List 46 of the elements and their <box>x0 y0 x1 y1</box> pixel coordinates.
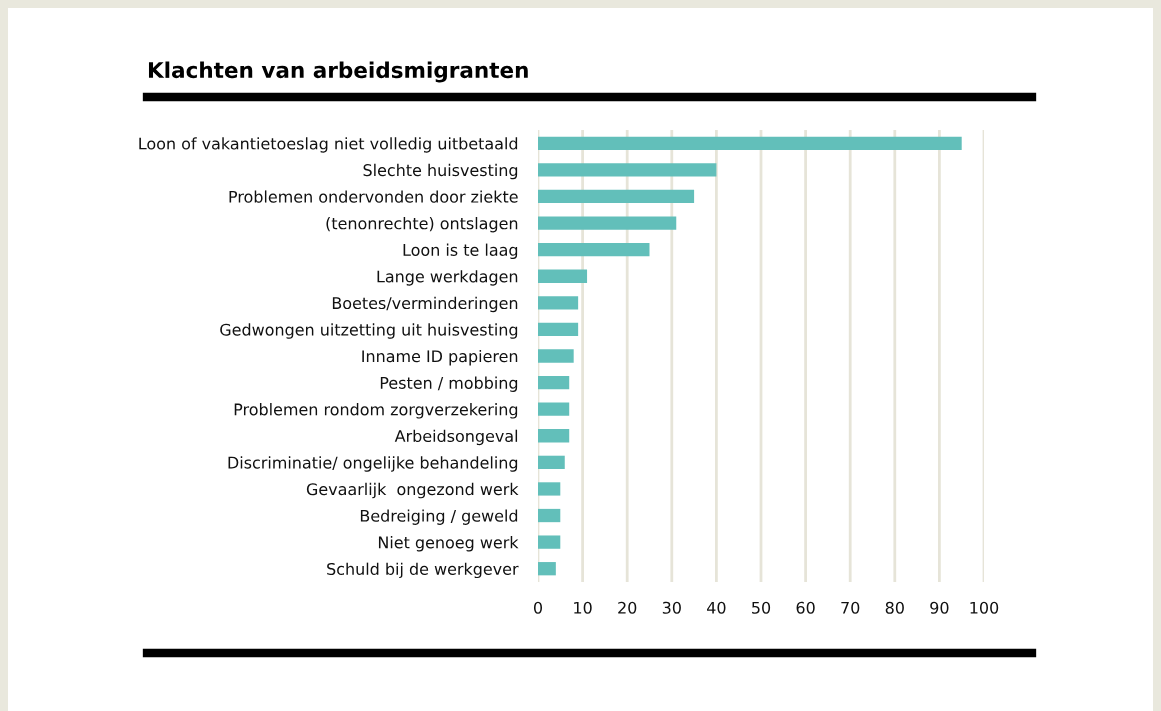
bar <box>538 349 574 363</box>
bar <box>538 269 588 283</box>
y-tick-label: Schuld bij de werkgever <box>327 562 519 579</box>
x-tick-label: 10 <box>574 601 592 614</box>
x-tick-label: 40 <box>707 601 726 614</box>
x-tick-label: 80 <box>885 601 904 614</box>
y-tick-label: Loon of vakantietoeslag niet volledig uitbetaald <box>139 137 518 153</box>
bar <box>538 189 695 204</box>
bar <box>538 163 717 177</box>
bar <box>538 455 565 469</box>
bar <box>538 482 561 496</box>
bar <box>538 243 650 257</box>
bar <box>538 216 677 230</box>
y-tick-label: Niet genoeg werk <box>378 536 519 552</box>
y-tick-label: Discriminatie/ ongelijke behandeling <box>228 456 518 472</box>
x-tick-label: 30 <box>662 601 681 614</box>
bar <box>538 296 579 310</box>
x-tick-label: 60 <box>796 601 815 614</box>
y-tick-label: Gevaarlijk ongezond werk <box>306 482 519 499</box>
x-tick-label: 50 <box>752 601 771 614</box>
bar <box>538 508 561 523</box>
y-tick-label: Problemen ondervonden door ziekte <box>229 190 518 203</box>
x-tick-label: 0 <box>533 601 543 614</box>
y-tick-label: Slechte huisvesting <box>363 163 518 180</box>
bar <box>538 375 570 390</box>
x-tick-label: 20 <box>618 601 637 614</box>
y-tick-label: Pesten / mobbing <box>380 376 518 392</box>
y-tick-label: Arbeidsongeval <box>394 429 518 446</box>
text: Klachten van arbeidsmigranten <box>148 61 528 83</box>
y-tick-label: Inname ID papieren <box>362 349 518 366</box>
bar <box>538 535 561 549</box>
y-tick-label: Lange werkdagen <box>377 270 518 286</box>
y-tick-label: Loon is te laag <box>403 243 518 260</box>
bar <box>538 429 570 443</box>
bar <box>538 562 556 576</box>
x-tick-label: 70 <box>841 601 860 614</box>
y-tick-label: Gedwongen uitzetting uit huisvesting <box>220 323 518 339</box>
bar <box>538 322 579 337</box>
bar <box>538 402 570 416</box>
x-tick-label: 100 <box>970 601 999 614</box>
y-tick-label: Boetes/verminderingen <box>332 296 518 313</box>
bar <box>538 136 962 150</box>
y-tick-label: (tenonrechte) ontslagen <box>326 216 518 233</box>
x-tick-label: 90 <box>930 601 949 614</box>
y-tick-label: Bedreiging / geweld <box>360 509 518 525</box>
y-tick-label: Problemen rondom zorgverzekering <box>234 403 518 419</box>
